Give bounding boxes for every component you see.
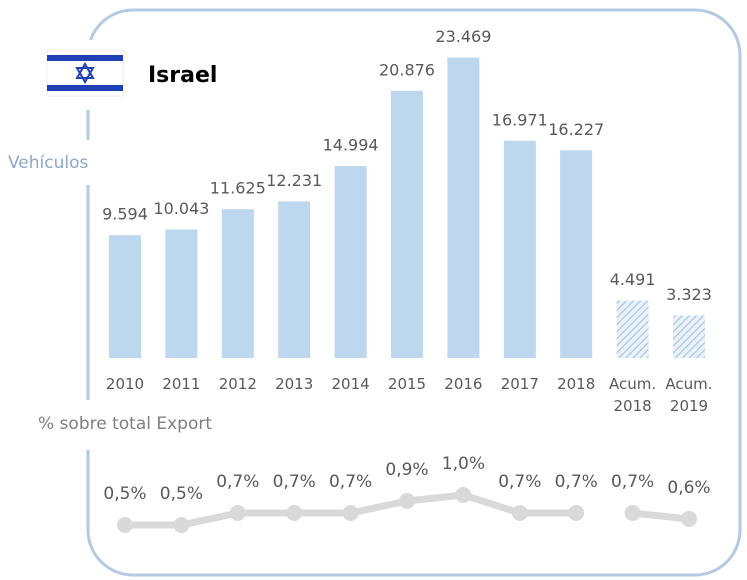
card-border: [86, 8, 742, 577]
flag: [46, 49, 124, 97]
line-marker: [568, 505, 585, 521]
x-tick-label: 2011: [162, 375, 200, 393]
bar: [616, 300, 649, 358]
x-tick-line: 2014: [332, 375, 370, 393]
bar: [391, 90, 423, 358]
value-label: 10.043: [153, 199, 209, 218]
line-marker: [173, 517, 190, 533]
x-tick-label: 2015: [388, 375, 426, 393]
value-label: 0,5%: [160, 484, 203, 504]
line-title-backdrop: [30, 400, 280, 450]
value-label: 20.876: [379, 60, 435, 79]
value-label: 16.971: [492, 110, 548, 129]
value-label: 4.491: [610, 270, 656, 289]
x-tick-line: 2011: [162, 375, 200, 393]
bar: [278, 201, 311, 358]
y-axis-label: Vehículos: [8, 153, 89, 173]
value-label: 0,7%: [611, 472, 654, 492]
x-tick-line: 2019: [670, 397, 708, 415]
x-tick-label: Acum. 2019: [665, 375, 712, 415]
value-label: 0,7%: [273, 472, 316, 492]
x-tick-label: 2018: [557, 375, 595, 393]
value-label: 0,6%: [667, 478, 710, 498]
x-tick-line: Acum.: [609, 375, 656, 393]
value-label: 0,7%: [216, 472, 259, 492]
bar: [165, 229, 198, 358]
line-marker: [342, 505, 359, 521]
value-label: 0,7%: [498, 472, 541, 492]
value-label: 12.231: [266, 171, 322, 190]
x-tick-label: 2012: [219, 375, 257, 393]
x-tick-line: 2012: [219, 375, 257, 393]
line-marker: [229, 505, 246, 521]
bar: [503, 140, 536, 358]
chart-title: Israel: [148, 63, 217, 88]
x-tick-line: 2018: [614, 397, 652, 415]
x-tick-line: 2013: [275, 375, 313, 393]
x-tick-label: 2014: [332, 375, 370, 393]
bar: [221, 209, 254, 358]
value-label: 0,7%: [329, 472, 372, 492]
x-tick-label: Acum. 2018: [609, 375, 656, 415]
line-marker: [681, 511, 697, 527]
x-tick-line: 2015: [388, 375, 426, 393]
ylabel-backdrop: [20, 140, 160, 185]
x-tick-line: 2016: [444, 375, 482, 393]
line-marker: [399, 493, 415, 509]
value-label: 0,7%: [555, 472, 598, 492]
x-tick-line: Acum.: [665, 375, 712, 393]
line-marker: [455, 487, 472, 503]
bar: [109, 235, 141, 358]
value-label: 11.625: [210, 179, 266, 198]
line-marker: [286, 505, 303, 521]
value-label: 16.227: [548, 120, 604, 139]
x-tick-label: 2013: [275, 375, 313, 393]
value-label: 0,5%: [103, 484, 146, 504]
value-label: 23.469: [435, 27, 491, 46]
value-label: 9.594: [102, 205, 148, 224]
value-label: 3.323: [666, 285, 712, 304]
x-tick-label: 2016: [444, 375, 482, 393]
line-marker: [624, 505, 641, 521]
line-title: % sobre total Export: [38, 414, 212, 434]
line-marker: [511, 505, 528, 521]
bar: [560, 150, 593, 358]
line-marker: [117, 517, 133, 533]
x-tick-label: 2017: [501, 375, 539, 393]
bar: [447, 57, 480, 358]
x-tick-line: 2010: [106, 375, 144, 393]
value-label: 0,9%: [385, 460, 428, 480]
line: [632, 509, 690, 523]
x-tick-label: 2010: [106, 375, 144, 393]
x-tick-line: 2018: [557, 375, 595, 393]
value-label: 14.994: [323, 136, 379, 155]
bar: [673, 315, 705, 358]
value-label: 1,0%: [442, 454, 485, 474]
bar: [334, 166, 367, 358]
x-tick-line: 2017: [501, 375, 539, 393]
